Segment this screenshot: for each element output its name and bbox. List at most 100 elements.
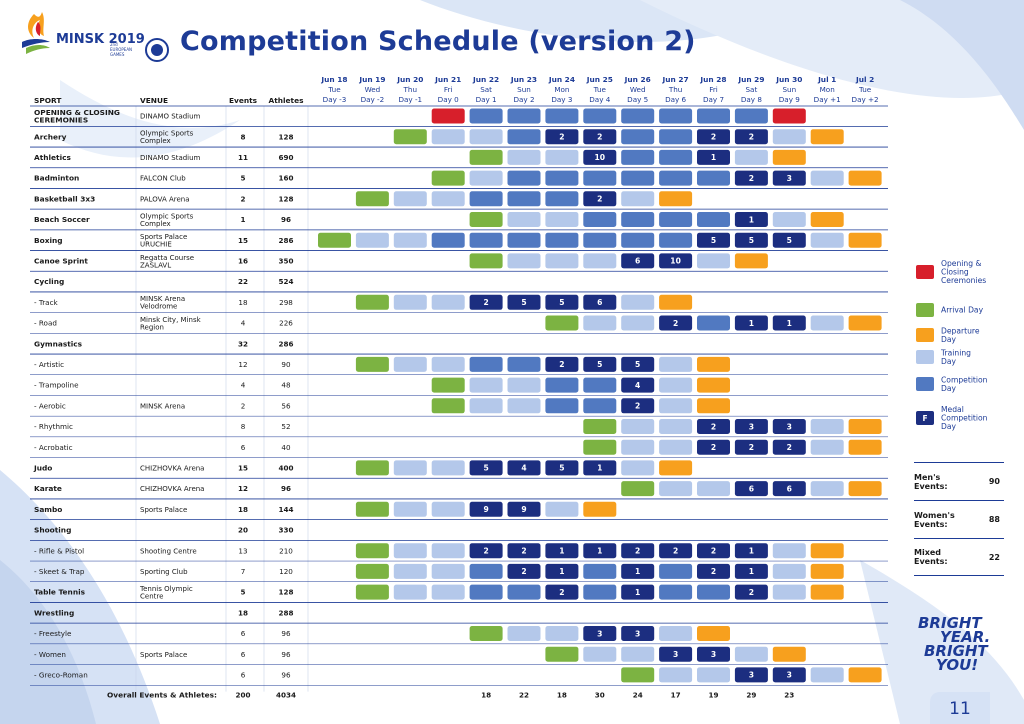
schedule-cell <box>659 543 693 559</box>
schedule-cell <box>734 129 768 145</box>
schedule-cell <box>621 481 655 497</box>
legend-swatch <box>916 265 934 279</box>
day-date: Jun 29 <box>737 75 764 84</box>
row-athletes: 120 <box>279 567 293 576</box>
row-venue: PALOVA Arena <box>140 195 190 203</box>
day-label: Day 4 <box>589 95 610 104</box>
schedule-cell <box>583 232 617 248</box>
schedule-cell <box>659 460 693 476</box>
schedule-cell <box>393 232 427 248</box>
row-events: 2 <box>241 401 246 410</box>
day-date: Jun 30 <box>775 75 802 84</box>
medal-count: 3 <box>749 671 754 680</box>
day-date: Jul 1 <box>817 75 836 84</box>
row-sport: - Road <box>34 319 57 328</box>
schedule-cell <box>469 356 503 372</box>
medal-count: 5 <box>635 360 640 369</box>
schedule-cell <box>734 481 768 497</box>
medal-count: 1 <box>597 464 602 473</box>
row-venue: Regatta Course <box>140 254 194 262</box>
legend-label: Medal <box>941 405 964 414</box>
day-date: Jun 28 <box>699 75 726 84</box>
schedule-cell <box>431 584 465 600</box>
row-venue: Complex <box>140 137 171 145</box>
medal-count: 3 <box>673 650 678 659</box>
row-athletes: 128 <box>278 588 293 597</box>
row-venue: Velodrome <box>140 303 177 311</box>
schedule-cell <box>583 543 617 559</box>
medal-count: 2 <box>711 443 716 452</box>
row-venue: DINAMO Stadium <box>140 154 201 162</box>
row-athletes: 690 <box>278 153 293 162</box>
schedule-cell <box>621 439 655 455</box>
totals-day: 19 <box>708 691 718 700</box>
schedule-cell <box>810 667 844 683</box>
schedule-cell <box>469 149 503 165</box>
day-label: Day -3 <box>323 95 347 104</box>
legend-label: Day <box>941 384 957 393</box>
row-events: 6 <box>241 629 246 638</box>
schedule-cell <box>734 108 768 124</box>
schedule-cell <box>697 149 730 165</box>
schedule-cell <box>734 149 768 165</box>
day-date: Jun 22 <box>472 75 499 84</box>
row-venue: URUCHIE <box>140 241 172 249</box>
day-date: Jun 27 <box>662 75 689 84</box>
schedule-cell <box>469 543 503 559</box>
row-sport: Shooting <box>34 526 71 535</box>
medal-count: 2 <box>749 133 754 142</box>
day-weekday: Fri <box>444 85 453 94</box>
schedule-cell <box>810 129 844 145</box>
schedule-cell <box>355 460 389 476</box>
schedule-cell <box>583 129 617 145</box>
row-events: 18 <box>238 298 248 307</box>
day-date: Jun 18 <box>320 75 347 84</box>
row-venue: Olympic Sports <box>140 130 194 138</box>
schedule-cell <box>431 129 465 145</box>
row-sport: - Aerobic <box>34 401 66 410</box>
medal-count: 6 <box>749 484 754 493</box>
day-weekday: Wed <box>630 85 646 94</box>
schedule-cell <box>697 563 730 579</box>
medal-count: 5 <box>559 464 564 473</box>
day-weekday: Mon <box>820 85 835 94</box>
schedule-cell <box>431 356 465 372</box>
row-sport: Wrestling <box>34 608 74 617</box>
day-weekday: Tue <box>593 85 607 94</box>
row-events: 20 <box>238 526 248 535</box>
row-athletes: 96 <box>281 650 291 659</box>
schedule-cell <box>507 253 541 269</box>
schedule-cell <box>431 232 465 248</box>
medal-count: 1 <box>749 319 754 328</box>
row-venue: Shooting Centre <box>140 547 197 555</box>
legend-label: Opening & <box>941 259 981 268</box>
medal-count: 2 <box>559 360 564 369</box>
legend-label: Competition <box>941 414 988 423</box>
day-label: Day 6 <box>665 95 686 104</box>
day-weekday: Tue <box>327 85 341 94</box>
row-venue: MINSK Arena <box>140 295 185 303</box>
medal-count: 2 <box>483 298 488 307</box>
schedule-cell <box>545 108 579 124</box>
schedule-cell <box>469 253 503 269</box>
row-venue: FALCON Club <box>140 175 186 183</box>
schedule-cell <box>545 543 579 559</box>
row-athletes: 524 <box>278 277 293 286</box>
row-athletes: 96 <box>281 484 291 493</box>
medal-count: 6 <box>787 484 792 493</box>
row-sport: Boxing <box>34 236 63 245</box>
schedule-cell <box>583 108 617 124</box>
schedule-cell <box>431 543 465 559</box>
row-events: 4 <box>241 381 246 390</box>
schedule-cell <box>355 501 389 517</box>
schedule-cell <box>545 294 579 310</box>
day-weekday: Fri <box>709 85 718 94</box>
schedule-cell <box>621 170 655 186</box>
row-sport: Judo <box>33 464 52 473</box>
row-events: 18 <box>238 505 248 514</box>
schedule-cell <box>659 563 693 579</box>
day-date: Jun 24 <box>548 75 575 84</box>
schedule-cell <box>697 626 730 641</box>
schedule-cell <box>772 419 806 434</box>
